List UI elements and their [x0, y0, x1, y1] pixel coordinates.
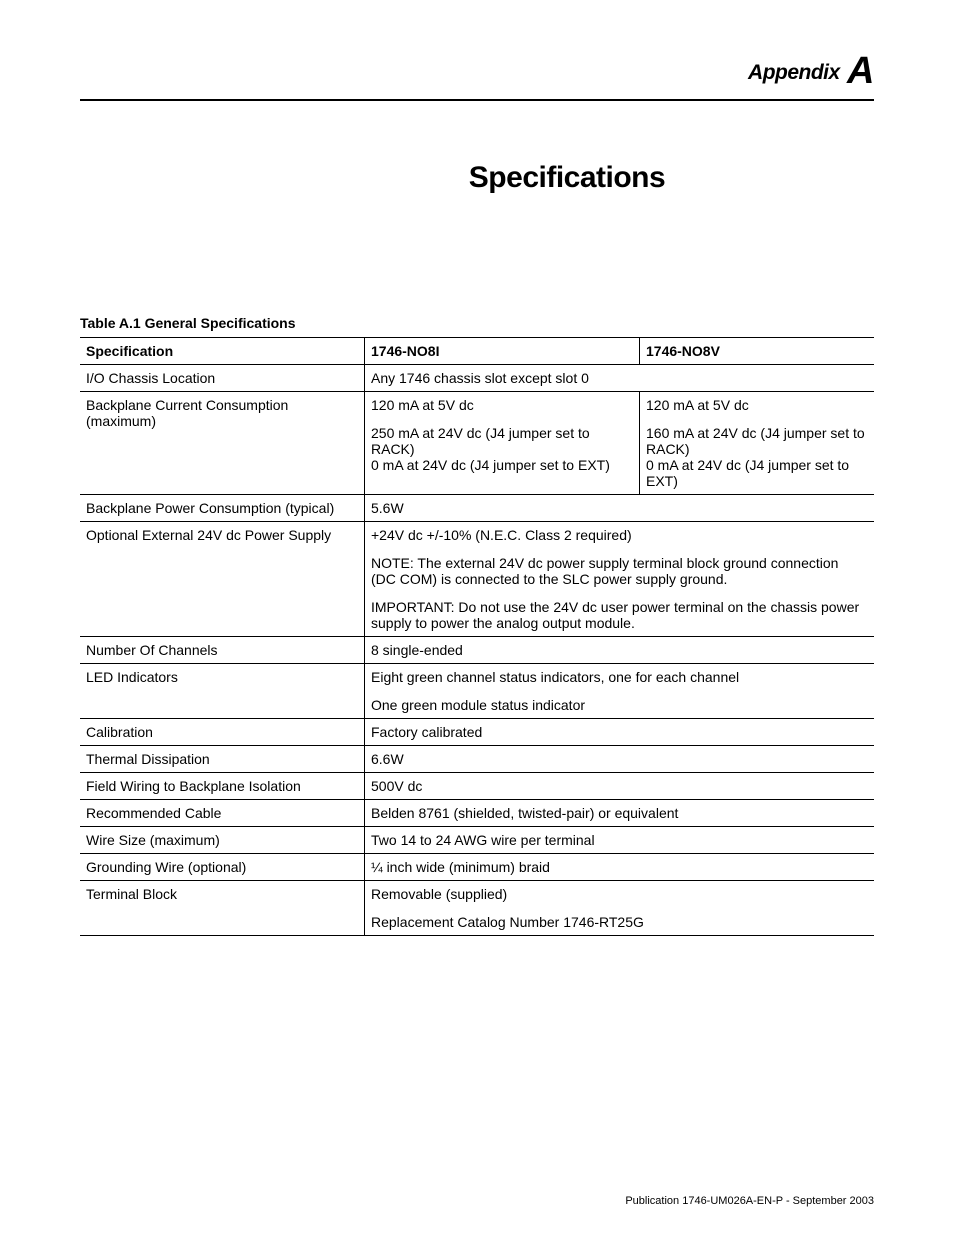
line: 160 mA at 24V dc (J4 jumper set to RACK) — [646, 425, 866, 457]
spec-label: Calibration — [80, 719, 365, 746]
line: 0 mA at 24V dc (J4 jumper set to EXT) — [371, 457, 610, 473]
table-row: I/O Chassis Location Any 1746 chassis sl… — [80, 365, 874, 392]
spec-value: Belden 8761 (shielded, twisted-pair) or … — [365, 800, 875, 827]
table-row: Recommended Cable Belden 8761 (shielded,… — [80, 800, 874, 827]
table-row: Terminal Block Removable (supplied) Repl… — [80, 881, 874, 936]
table-row: Backplane Current Consumption (maximum) … — [80, 392, 874, 495]
col-spec: Specification — [80, 338, 365, 365]
line: Eight green channel status indicators, o… — [371, 669, 739, 685]
table-row: Optional External 24V dc Power Supply +2… — [80, 522, 874, 637]
line: Removable (supplied) — [371, 886, 507, 902]
col-c2: 1746-NO8V — [640, 338, 875, 365]
table-row: Backplane Power Consumption (typical) 5.… — [80, 495, 874, 522]
table-row: LED Indicators Eight green channel statu… — [80, 664, 874, 719]
spec-value: Any 1746 chassis slot except slot 0 — [365, 365, 875, 392]
spec-label: Backplane Power Consumption (typical) — [80, 495, 365, 522]
spec-value: 5.6W — [365, 495, 875, 522]
spec-value: 6.6W — [365, 746, 875, 773]
line: NOTE: The external 24V dc power supply t… — [371, 555, 866, 587]
page-title: Specifications — [260, 161, 874, 195]
col-c1: 1746-NO8I — [365, 338, 640, 365]
spec-label: Field Wiring to Backplane Isolation — [80, 773, 365, 800]
line: +24V dc +/-10% (N.E.C. Class 2 required) — [371, 527, 632, 543]
table-row: Calibration Factory calibrated — [80, 719, 874, 746]
spec-label: Thermal Dissipation — [80, 746, 365, 773]
spec-value: Eight green channel status indicators, o… — [365, 664, 875, 719]
spec-value-c2: 120 mA at 5V dc 160 mA at 24V dc (J4 jum… — [640, 392, 875, 495]
spec-value: ¼ inch wide (minimum) braid — [365, 854, 875, 881]
spec-value: +24V dc +/-10% (N.E.C. Class 2 required)… — [365, 522, 875, 637]
spec-value: Removable (supplied) Replacement Catalog… — [365, 881, 875, 936]
table-row: Number Of Channels 8 single-ended — [80, 637, 874, 664]
appendix-word: Appendix — [748, 61, 840, 84]
footer-publication: Publication 1746-UM026A-EN-P - September… — [625, 1195, 874, 1207]
table-row: Wire Size (maximum) Two 14 to 24 AWG wir… — [80, 827, 874, 854]
line: 120 mA at 5V dc — [646, 397, 749, 413]
spec-value: Two 14 to 24 AWG wire per terminal — [365, 827, 875, 854]
spec-label: Terminal Block — [80, 881, 365, 936]
spec-value: 500V dc — [365, 773, 875, 800]
spec-label: Grounding Wire (optional) — [80, 854, 365, 881]
line: 0 mA at 24V dc (J4 jumper set to EXT) — [646, 457, 849, 489]
line: One green module status indicator — [371, 697, 866, 713]
line: 120 mA at 5V dc — [371, 397, 474, 413]
appendix-header: Appendix A — [80, 50, 874, 101]
table-caption: Table A.1 General Specifications — [80, 315, 874, 331]
spec-value: 8 single-ended — [365, 637, 875, 664]
spec-label: Wire Size (maximum) — [80, 827, 365, 854]
spec-label: LED Indicators — [80, 664, 365, 719]
spec-label: Backplane Current Consumption (maximum) — [80, 392, 365, 495]
table-row: Thermal Dissipation 6.6W — [80, 746, 874, 773]
spec-label: Number Of Channels — [80, 637, 365, 664]
appendix-letter: A — [847, 50, 874, 92]
table-row: Grounding Wire (optional) ¼ inch wide (m… — [80, 854, 874, 881]
line: IMPORTANT: Do not use the 24V dc user po… — [371, 599, 866, 631]
line: 250 mA at 24V dc (J4 jumper set to RACK) — [371, 425, 631, 457]
line: Replacement Catalog Number 1746-RT25G — [371, 914, 866, 930]
spec-label: Recommended Cable — [80, 800, 365, 827]
spec-value: Factory calibrated — [365, 719, 875, 746]
specifications-table: Specification 1746-NO8I 1746-NO8V I/O Ch… — [80, 337, 874, 936]
spec-label: I/O Chassis Location — [80, 365, 365, 392]
table-header-row: Specification 1746-NO8I 1746-NO8V — [80, 338, 874, 365]
table-row: Field Wiring to Backplane Isolation 500V… — [80, 773, 874, 800]
spec-value-c1: 120 mA at 5V dc 250 mA at 24V dc (J4 jum… — [365, 392, 640, 495]
spec-label: Optional External 24V dc Power Supply — [80, 522, 365, 637]
